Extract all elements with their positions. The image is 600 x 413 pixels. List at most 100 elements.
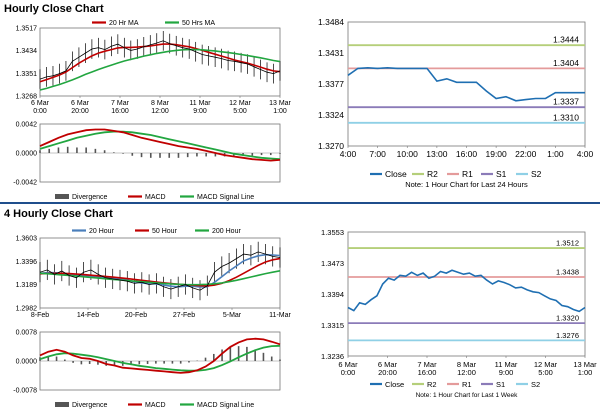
legend-divergence: Divergence — [72, 402, 108, 409]
x-tick-label: 22:00 — [515, 149, 537, 159]
x-tick-label: 27-Feb — [173, 312, 195, 319]
x-tick-label: 10:00 — [397, 149, 419, 159]
y-tick-label: 1.2982 — [16, 306, 38, 313]
y-tick-label: 1.3431 — [318, 48, 344, 58]
y-tick-label: 0.0000 — [16, 359, 38, 366]
four-hourly-section-title: 4 Hourly Close Chart — [4, 208, 113, 220]
x-tick-label: 7:00 — [369, 149, 386, 159]
y-tick-label: 1.3270 — [318, 141, 344, 151]
series-macd-signal-line — [39, 130, 281, 161]
x-tick-label: 8-Feb — [31, 312, 49, 319]
x-tick-label: 11 Mar 9:00 — [495, 360, 518, 377]
legend-200-hour: 200 Hour — [212, 228, 241, 235]
x-tick-label: 8 Mar 12:00 — [151, 100, 170, 115]
pivot-label-s2: 1.3276 — [556, 331, 579, 340]
legend-close: Close — [385, 169, 407, 179]
pivot-label-s2: 1.3310 — [553, 112, 579, 122]
y-tick-label: 1.3324 — [318, 110, 344, 120]
y-tick-label: 0.0042 — [16, 122, 38, 129]
chart-note: Note: 1 Hour Chart for Last 1 Week — [416, 392, 519, 399]
legend-50-hour: 50 Hour — [152, 228, 178, 235]
legend-macd: MACD — [145, 194, 166, 201]
y-tick-label: 1.3315 — [321, 321, 344, 330]
x-tick-label: 12 Mar 5:00 — [534, 360, 558, 377]
legend-close: Close — [385, 380, 404, 389]
x-tick-label: 6 Mar 0:00 — [31, 100, 50, 115]
x-tick-label: 7 Mar 16:00 — [417, 360, 437, 377]
y-tick-label: 1.3351 — [16, 71, 38, 78]
x-tick-label: 7 Mar 16:00 — [111, 100, 130, 115]
plot-frame — [347, 21, 586, 147]
series-200-hour — [39, 270, 281, 286]
y-tick-label: 1.3603 — [16, 236, 38, 243]
y-tick-label: 1.3377 — [318, 79, 344, 89]
legend-divergence-swatch — [55, 194, 69, 199]
y-tick-label: 1.3396 — [16, 259, 38, 266]
four-hourly-week-pivot-chart: 1.3553 1.3473 1.3394 1.3315 1.3236 1.3512 1.34… — [321, 228, 597, 399]
legend-s2: S2 — [531, 380, 540, 389]
legend-r2: R2 — [427, 169, 438, 179]
x-tick-label: 4:00 — [577, 149, 594, 159]
x-tick-label: 16:00 — [456, 149, 478, 159]
series-macd — [39, 128, 281, 162]
pivot-label-r2: 1.3444 — [553, 35, 579, 45]
four-hourly-macd-chart: 0.0078 0.0000 -0.0078 Divergence MACD MACD Si… — [13, 330, 281, 409]
section-divider — [0, 202, 600, 204]
legend-s1: S1 — [496, 380, 505, 389]
x-tick-label: 11 Mar 9:00 — [189, 100, 211, 115]
pivot-label-s1: 1.3337 — [553, 97, 579, 107]
y-tick-label: 1.3517 — [16, 26, 38, 33]
series-close — [39, 251, 281, 291]
legend-divergence-swatch — [55, 402, 69, 407]
legend-20-hr-ma: 20 Hr MA — [109, 20, 139, 27]
y-tick-label: 1.3484 — [318, 17, 344, 27]
pivot-label-r2: 1.3512 — [556, 239, 579, 248]
x-tick-label: 5-Mar — [223, 312, 242, 319]
x-tick-label: 1:00 — [547, 149, 564, 159]
chart-note: Note: 1 Hour Chart for Last 24 Hours — [405, 180, 528, 189]
x-tick-label: 13 Mar 1:00 — [573, 360, 597, 377]
hourly-macd-chart: 0.0042 0.0000 -0.0042 Divergence MACD MACD Si… — [13, 122, 281, 201]
x-tick-label: 11-Mar — [269, 312, 291, 319]
x-tick-label: 6 Mar 20:00 — [71, 100, 90, 115]
x-tick-label: 19:00 — [485, 149, 507, 159]
x-tick-label: 12 Mar 5:00 — [229, 100, 251, 115]
y-tick-label: 1.3236 — [321, 352, 344, 361]
pivot-label-s1: 1.3320 — [556, 314, 579, 323]
pivot-label-r1: 1.3404 — [553, 58, 579, 68]
series-macd — [39, 337, 281, 374]
legend-macd-signal-line: MACD Signal Line — [197, 194, 254, 201]
legend-s2: S2 — [531, 169, 542, 179]
plot-frame — [347, 231, 586, 357]
legend-r1: R1 — [462, 169, 473, 179]
x-tick-label: 20-Feb — [125, 312, 147, 319]
hourly-section-title: Hourly Close Chart — [4, 3, 104, 15]
series-close — [347, 66, 585, 102]
x-tick-label: 14-Feb — [77, 312, 99, 319]
pivot-label-r1: 1.3438 — [556, 267, 579, 276]
y-tick-label: 1.3394 — [321, 290, 344, 299]
y-tick-label: 1.3268 — [16, 94, 38, 101]
legend-s1: S1 — [496, 169, 507, 179]
series-macd-signal-line — [39, 344, 281, 372]
y-tick-label: -0.0042 — [13, 180, 37, 187]
legend-50-hrs-ma: 50 Hrs MA — [182, 20, 215, 27]
series-20-hr-ma — [39, 43, 281, 83]
y-tick-label: 0.0000 — [16, 151, 38, 158]
x-tick-label: 4:00 — [340, 149, 357, 159]
series-close — [39, 40, 281, 80]
legend-r1: R1 — [462, 380, 472, 389]
y-tick-label: 1.3473 — [321, 259, 344, 268]
legend-macd: MACD — [145, 402, 166, 409]
y-tick-label: -0.0078 — [13, 388, 37, 395]
y-tick-label: 0.0078 — [16, 330, 38, 337]
x-tick-label: 13:00 — [426, 149, 448, 159]
hourly-24h-pivot-chart: 1.3484 1.3431 1.3377 1.3324 1.3270 1.3444 1.34… — [318, 17, 594, 189]
legend-r2: R2 — [427, 380, 437, 389]
legend-macd-signal-line: MACD Signal Line — [197, 402, 254, 409]
y-tick-label: 1.3434 — [16, 48, 38, 55]
y-tick-label: 1.3553 — [321, 228, 344, 237]
x-tick-label: 6 Mar 20:00 — [378, 360, 398, 377]
